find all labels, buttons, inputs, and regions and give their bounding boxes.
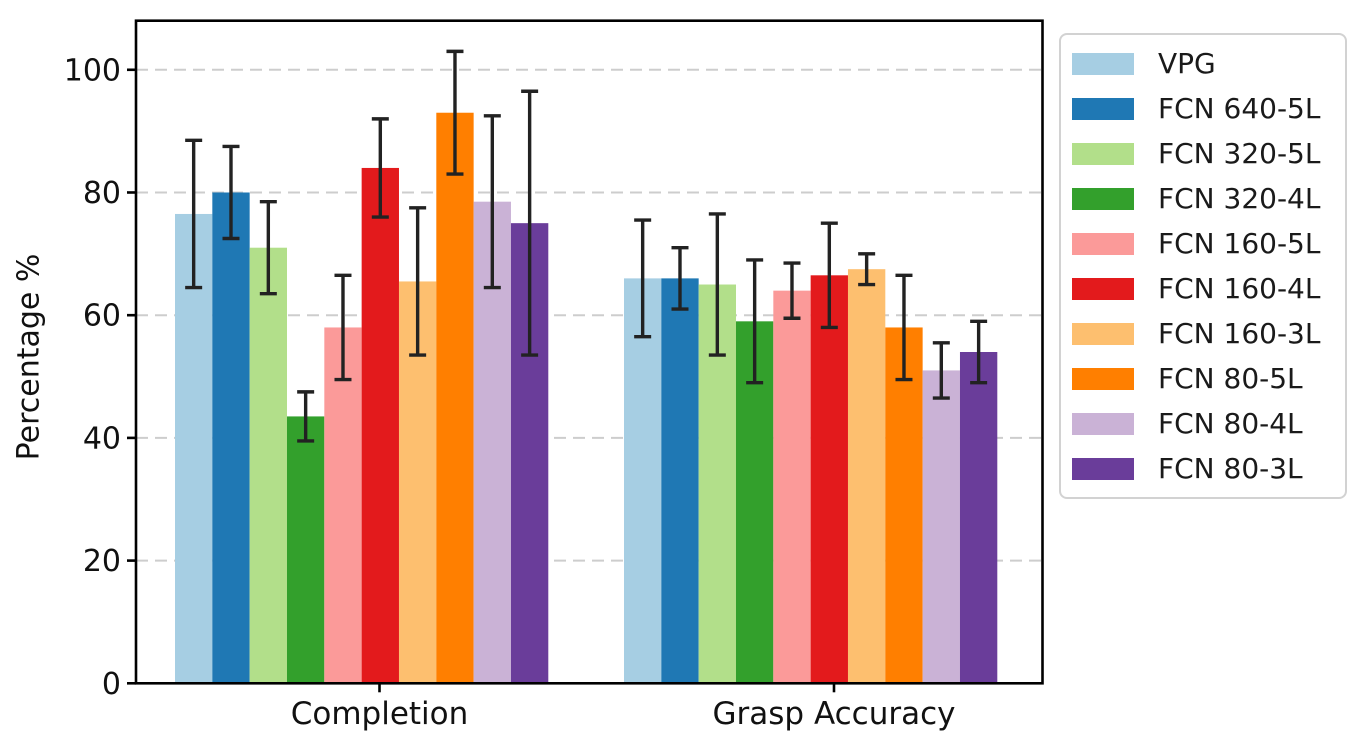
error-bar [671, 246, 689, 311]
error-bar [259, 199, 277, 296]
y-tick-label: 100 [64, 53, 121, 88]
bar [885, 327, 923, 684]
error-bar [521, 89, 539, 357]
legend-label: FCN 320-4L [1158, 181, 1321, 215]
bar [212, 192, 250, 684]
error-bar [409, 206, 427, 357]
legend-swatch [1072, 457, 1134, 480]
legend: VPG FCN 640-5L FCN 320-5L FCN 320-4L FCN 160… [1059, 33, 1347, 499]
legend-item: FCN 160-3L [1061, 316, 1345, 350]
error-bar [970, 319, 988, 385]
error-bar [371, 117, 389, 219]
legend-item: VPG [1061, 46, 1345, 80]
bar [361, 167, 399, 684]
legend-item: FCN 80-4L [1061, 406, 1345, 440]
legend-label: FCN 80-3L [1158, 451, 1303, 485]
plot-border [134, 19, 1044, 685]
legend-label: FCN 640-5L [1158, 91, 1321, 125]
bar [661, 278, 699, 684]
x-tick-label: Grasp Accuracy [713, 696, 956, 732]
error-bar [185, 138, 203, 290]
legend-label: FCN 80-5L [1158, 361, 1303, 395]
legend-item: FCN 640-5L [1061, 91, 1345, 125]
legend-label: FCN 80-4L [1158, 406, 1303, 440]
bar [324, 327, 362, 684]
y-tick-label: 0 [102, 667, 121, 702]
bar [922, 370, 960, 684]
error-bar [895, 273, 913, 382]
legend-swatch [1072, 52, 1134, 75]
legend-label: VPG [1158, 46, 1216, 80]
legend-item: FCN 80-5L [1061, 361, 1345, 395]
legend-item: FCN 320-5L [1061, 136, 1345, 170]
bar [624, 278, 662, 684]
legend-swatch [1072, 142, 1134, 165]
legend-swatch [1072, 322, 1134, 345]
error-bar [783, 261, 801, 320]
legend-label: FCN 160-4L [1158, 271, 1321, 305]
error-bar [858, 252, 876, 287]
error-bar [446, 49, 464, 176]
bar [249, 247, 287, 684]
legend-swatch [1072, 97, 1134, 120]
bar [175, 213, 213, 684]
legend-swatch [1072, 412, 1134, 435]
x-tick-label: Completion [291, 696, 469, 732]
bar [773, 290, 811, 684]
legend-swatch [1072, 367, 1134, 390]
error-bar [708, 212, 726, 357]
error-bar [222, 144, 240, 241]
legend-item: FCN 160-4L [1061, 271, 1345, 305]
legend-label: FCN 320-5L [1158, 136, 1321, 170]
bar [286, 416, 325, 684]
legend-swatch [1072, 232, 1134, 255]
error-bar [746, 258, 764, 385]
legend-swatch [1072, 187, 1134, 210]
y-tick-label: 40 [83, 421, 121, 456]
error-bar [820, 221, 838, 330]
bar [436, 112, 474, 684]
error-bar [634, 218, 652, 339]
legend-label: FCN 160-3L [1158, 316, 1321, 350]
legend-swatch [1072, 277, 1134, 300]
legend-item: FCN 160-5L [1061, 226, 1345, 260]
legend-item: FCN 80-3L [1061, 451, 1345, 485]
error-bar [932, 341, 950, 400]
bar [810, 275, 848, 684]
bar [959, 352, 998, 684]
y-tick-label: 20 [83, 544, 121, 579]
legend-item: FCN 320-4L [1061, 181, 1345, 215]
bar [847, 269, 886, 684]
y-tick-label: 60 [83, 299, 121, 334]
y-tick-label: 80 [83, 176, 121, 211]
legend-label: FCN 160-5L [1158, 226, 1321, 260]
error-bar [297, 390, 315, 443]
error-bar [483, 114, 501, 290]
error-bar [334, 273, 352, 382]
y-axis-label: Percentage % [11, 253, 47, 461]
